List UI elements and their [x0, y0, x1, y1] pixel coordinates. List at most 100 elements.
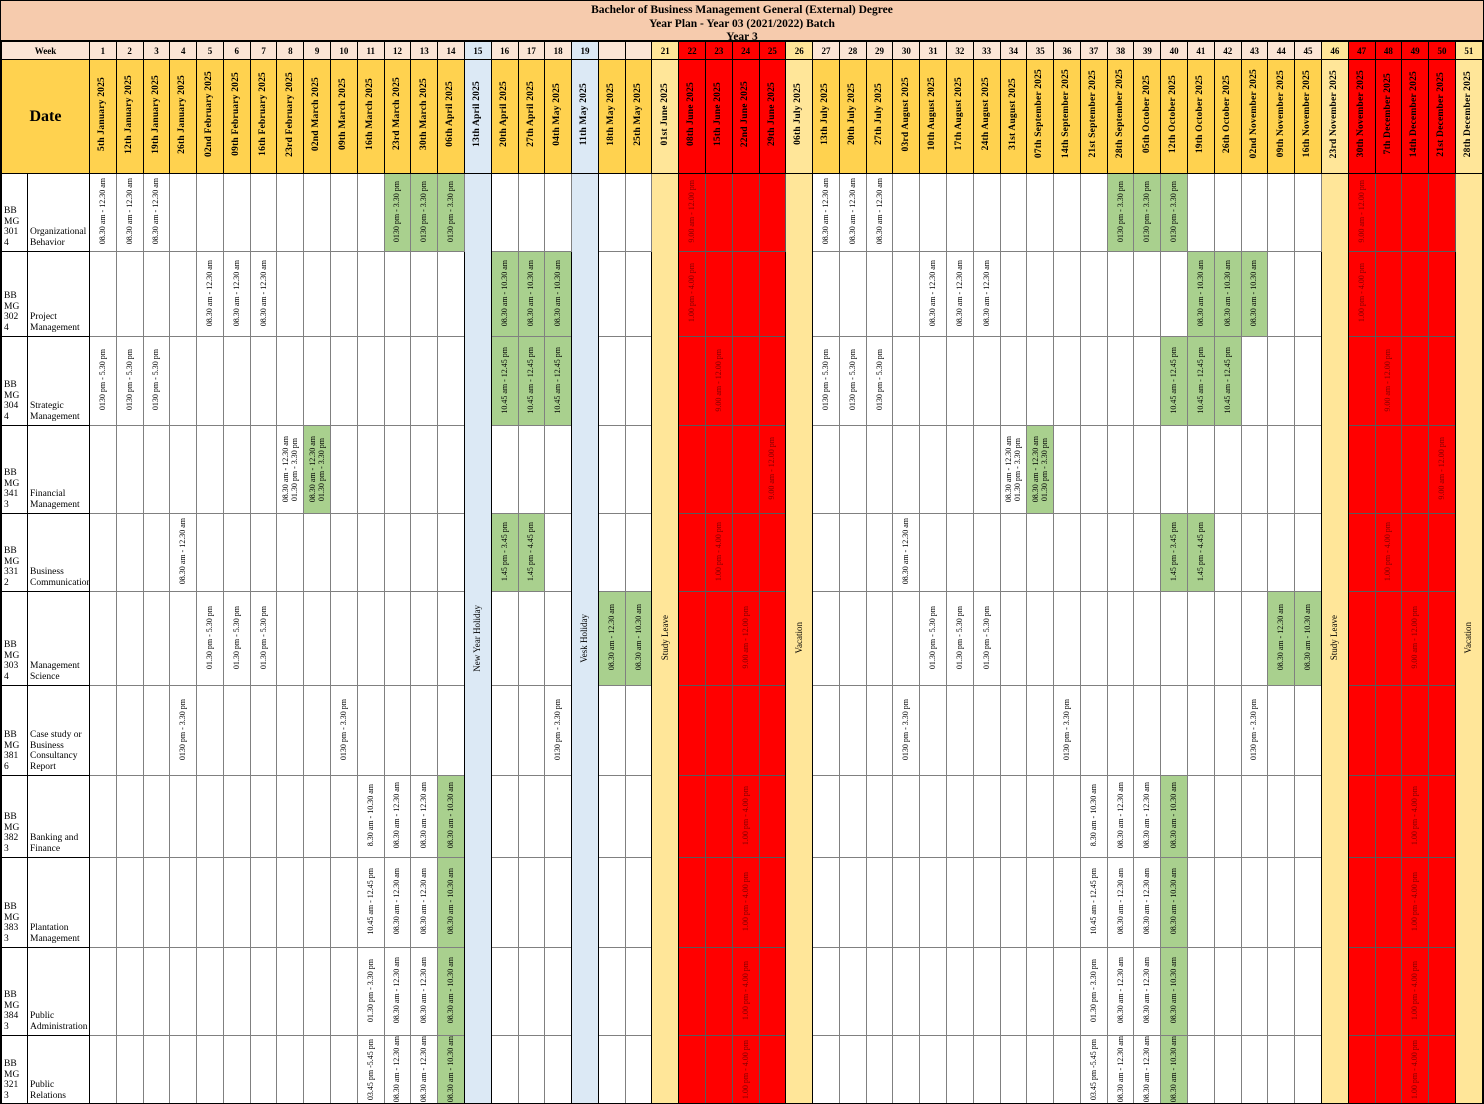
week-number-cell: 36	[1053, 41, 1081, 60]
session-cell: 1.45 pm - 3.45 pm	[1160, 513, 1189, 592]
course-name-cell: Case study or Business Consultancy Repor…	[27, 685, 90, 776]
week-number-cell: 28	[838, 41, 867, 60]
sheet-title: Bachelor of Business Management General …	[1, 1, 1483, 43]
week-number-cell: 17	[517, 41, 546, 60]
study-leave-column-1: Study Leave	[651, 172, 680, 1103]
week-number-cell: 21	[651, 41, 680, 60]
week-number-cell: 16	[490, 41, 519, 60]
session-cell: 08.30 am - 12.30 am	[892, 513, 921, 592]
course-name-cell: Project Management	[27, 251, 90, 337]
course-name-cell: Banking and Finance	[27, 775, 90, 858]
week-number-cell: 10	[330, 41, 358, 60]
week-number-cell: 34	[999, 41, 1028, 60]
exam-cell: 9.00 am - 12.00 pm	[704, 336, 733, 426]
week-number-cell: 25	[758, 41, 787, 60]
exam-cell: 9.00 am - 12.00 pm	[1374, 336, 1403, 426]
week-number-cell: 47	[1347, 41, 1376, 60]
course-name-cell: Management Science	[27, 591, 90, 686]
date-cell: 20th July 2025	[838, 59, 867, 174]
session-cell: 10.45 am - 12.45 pm	[1213, 336, 1242, 426]
title-line-2: Year Plan - Year 03 (2021/2022) Batch	[649, 17, 835, 30]
week-number-cell: 1	[89, 41, 117, 60]
week-number-cell: 26	[785, 41, 814, 60]
title-line-3: Year 3	[726, 31, 758, 44]
week-number-cell: 15	[463, 41, 492, 60]
session-cell: 08.30 am - 10.30 am	[1160, 775, 1189, 858]
week-number-cell: 32	[946, 41, 974, 60]
exam-cell: 9.00 am - 12.00 pm	[731, 591, 760, 686]
session-cell: 0130 pm - 3.30 pm	[892, 685, 921, 776]
date-cell: 02nd November 2025	[1240, 59, 1269, 174]
date-cell: 14th September 2025	[1053, 59, 1081, 174]
date-cell: 19th October 2025	[1187, 59, 1215, 174]
session-cell: 0130 pm - 3.30 pm	[169, 685, 198, 776]
week-number-cell: 24	[731, 41, 760, 60]
week-number-cell: 12	[383, 41, 412, 60]
week-number-cell: 4	[169, 41, 198, 60]
date-cell: 5th January 2025	[89, 59, 117, 174]
course-code-cell: BB MG 303 4	[1, 591, 28, 686]
week-number-cell: 8	[276, 41, 305, 60]
week-number-cell: 2	[115, 41, 144, 60]
week-number-cell: 23	[704, 41, 733, 60]
date-cell: 12th October 2025	[1160, 59, 1189, 174]
course-code-cell: BB MG 321 3	[1, 1034, 28, 1103]
date-cell: 09th November 2025	[1267, 59, 1296, 174]
date-cell: 06th April 2025	[437, 59, 465, 174]
date-label-cell: Date	[1, 59, 90, 174]
date-cell: 30th November 2025	[1347, 59, 1376, 174]
week-number-cell: 46	[1320, 41, 1349, 60]
date-cell: 21st September 2025	[1079, 59, 1108, 174]
date-cell: 13th July 2025	[812, 59, 840, 174]
date-cell: 27th July 2025	[865, 59, 894, 174]
session-cell: 08.30 am - 10.30 am	[544, 251, 573, 337]
week-number-cell: 29	[865, 41, 894, 60]
week-number-cell: 18	[544, 41, 573, 60]
session-cell: 08.30 am - 12.30 am	[597, 591, 626, 686]
date-cell: 03rd August 2025	[892, 59, 921, 174]
date-cell: 28th September 2025	[1106, 59, 1135, 174]
session-cell: 1.45 pm - 4.45 pm	[517, 513, 546, 592]
session-cell: 08.30 am - 10.30 am	[437, 857, 465, 948]
date-cell: 08th June 2025	[678, 59, 706, 174]
session-cell: 08.30 am - 10.30 am	[1160, 1034, 1189, 1103]
holiday-column-vesak: Vesk Holiday	[571, 172, 599, 1103]
session-cell: 08.30 am - 12.30 am	[1106, 775, 1135, 858]
session-cell: 08.30 am - 12.30 am	[1106, 857, 1135, 948]
exam-cell: 9.00 am - 12.00 pm	[1347, 173, 1376, 252]
date-cell: 02nd February 2025	[196, 59, 224, 174]
exam-cell: 1.00 pm - 4.00 pm	[731, 1034, 760, 1103]
session-cell: 08.30 am - 12.30 am	[919, 251, 947, 337]
session-cell: 08.30 am - 12.30 am	[383, 857, 412, 948]
session-cell: 08.30 am - 12.30 am	[410, 947, 439, 1036]
week-number-cell: 22	[678, 41, 706, 60]
session-cell: 08.30 am - 12.30 am	[865, 173, 894, 252]
week-number-cell: 40	[1160, 41, 1189, 60]
session-cell: 08.30 am - 10.30 am	[1160, 947, 1189, 1036]
session-cell: 08.30 am - 10.30 am	[437, 947, 465, 1036]
session-cell: 01.30 pm - 3.30 pm	[356, 947, 385, 1036]
week-number-cell: 27	[812, 41, 840, 60]
exam-cell: 1.00 pm - 4.00 pm	[731, 947, 760, 1036]
session-cell: 08.30 am - 12.30 am	[1133, 857, 1162, 948]
course-name-cell: Public Relations	[27, 1034, 90, 1103]
session-cell: 10.45 am - 12.45 pm	[490, 336, 519, 426]
session-cell: 08.30 am - 12.30 am	[383, 947, 412, 1036]
session-cell: 08.30 am - 10.30 am	[1294, 591, 1322, 686]
week-number-cell: 49	[1401, 41, 1430, 60]
date-cell: 29th June 2025	[758, 59, 787, 174]
date-cell: 04th May 2025	[544, 59, 573, 174]
week-number-cell: 13	[410, 41, 439, 60]
date-cell: 09th February 2025	[222, 59, 251, 174]
course-code-cell: BB MG 304 4	[1, 336, 28, 426]
date-cell: 23rd November 2025	[1320, 59, 1349, 174]
session-cell: 01.30 pm - 5.30 pm	[972, 591, 1001, 686]
date-cell: 20th April 2025	[490, 59, 519, 174]
week-number-cell: 48	[1374, 41, 1403, 60]
date-cell: 25th May 2025	[624, 59, 653, 174]
exam-cell: 1.00 pm - 4.00 pm	[1401, 947, 1430, 1036]
session-cell: 0130 pm - 3.30 pm	[1160, 173, 1189, 252]
course-code-cell: BB MG 382 3	[1, 775, 28, 858]
session-cell: 10.45 am - 12.45 pm	[544, 336, 573, 426]
date-cell: 23rd March 2025	[383, 59, 412, 174]
